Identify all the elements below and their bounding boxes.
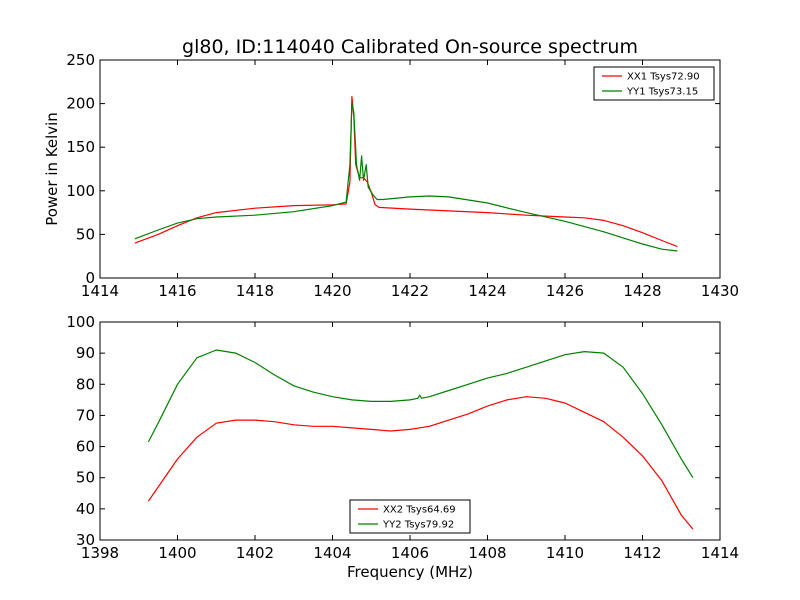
x-tick-label: 1420 bbox=[313, 282, 351, 300]
bottom-panel: 1398 1400 1402 1404 1406 1408 1410 1412 1414 30 40… bbox=[66, 313, 739, 562]
x-tick-label: 1398 bbox=[81, 544, 119, 562]
x-tick-label: 1426 bbox=[546, 282, 584, 300]
legend-label: YY1 Tsys73.15 bbox=[626, 87, 698, 98]
x-tick-label: 1416 bbox=[158, 282, 196, 300]
y-tick-label: 100 bbox=[66, 313, 95, 331]
x-tick-label: 1404 bbox=[313, 544, 351, 562]
y-tick-label: 50 bbox=[76, 469, 95, 487]
x-tick-label: 1400 bbox=[158, 544, 196, 562]
series-line-1-0 bbox=[147, 396, 694, 530]
y-tick-label: 30 bbox=[76, 531, 95, 549]
series-line-0-0 bbox=[134, 95, 678, 248]
series-line-0-1 bbox=[134, 102, 678, 252]
top-panel-series-lines bbox=[134, 95, 678, 252]
x-tick-label: 1402 bbox=[236, 544, 274, 562]
top-panel-frame bbox=[99, 59, 721, 279]
x-tick-label: 1424 bbox=[468, 282, 506, 300]
y-tick-label: 90 bbox=[76, 344, 95, 362]
legend-label: XX2 Tsys64.69 bbox=[383, 505, 456, 516]
top-panel: 1414 1416 1418 1420 1422 1424 1426 1428 1430 0 50 1… bbox=[66, 51, 739, 300]
y-tick-label: 40 bbox=[76, 500, 95, 518]
y-axis-label: Power in Kelvin bbox=[43, 112, 61, 226]
y-tick-label: 0 bbox=[85, 269, 95, 287]
x-tick-label: 1410 bbox=[546, 544, 584, 562]
bottom-panel-series-lines bbox=[147, 349, 694, 530]
y-tick-label: 70 bbox=[76, 406, 95, 424]
top-legend: XX1 Tsys72.90 YY1 Tsys73.15 bbox=[593, 66, 715, 101]
chart-title: gl80, ID:114040 Calibrated On-source spe… bbox=[182, 36, 638, 58]
x-tick-label: 1422 bbox=[391, 282, 429, 300]
x-tick-label: 1406 bbox=[391, 544, 429, 562]
x-tick-label: 1414 bbox=[81, 282, 119, 300]
x-tick-label: 1418 bbox=[236, 282, 274, 300]
x-tick-label: 1412 bbox=[623, 544, 661, 562]
y-tick-label: 60 bbox=[76, 438, 95, 456]
top-panel-ticks: 1414 1416 1418 1420 1422 1424 1426 1428 1430 0 50 1… bbox=[66, 51, 739, 300]
legend-box bbox=[349, 499, 471, 534]
y-tick-label: 250 bbox=[66, 51, 95, 69]
y-tick-label: 200 bbox=[66, 95, 95, 113]
x-tick-label: 1430 bbox=[701, 282, 739, 300]
x-tick-label: 1408 bbox=[468, 544, 506, 562]
y-tick-label: 150 bbox=[66, 138, 95, 156]
y-tick-label: 100 bbox=[66, 182, 95, 200]
x-tick-label: 1428 bbox=[623, 282, 661, 300]
legend-box bbox=[593, 66, 715, 101]
legend-label: YY2 Tsys79.92 bbox=[382, 520, 454, 531]
bottom-legend: XX2 Tsys64.69 YY2 Tsys79.92 bbox=[349, 499, 471, 534]
series-line-1-1 bbox=[147, 349, 694, 479]
bottom-panel-ticks: 1398 1400 1402 1404 1406 1408 1410 1412 1414 30 40… bbox=[66, 313, 739, 562]
x-axis-label: Frequency (MHz) bbox=[347, 563, 473, 581]
x-tick-label: 1414 bbox=[701, 544, 739, 562]
y-tick-label: 80 bbox=[76, 375, 95, 393]
bottom-panel-frame bbox=[99, 321, 721, 541]
legend-label: XX1 Tsys72.90 bbox=[627, 72, 700, 83]
y-tick-label: 50 bbox=[76, 225, 95, 243]
